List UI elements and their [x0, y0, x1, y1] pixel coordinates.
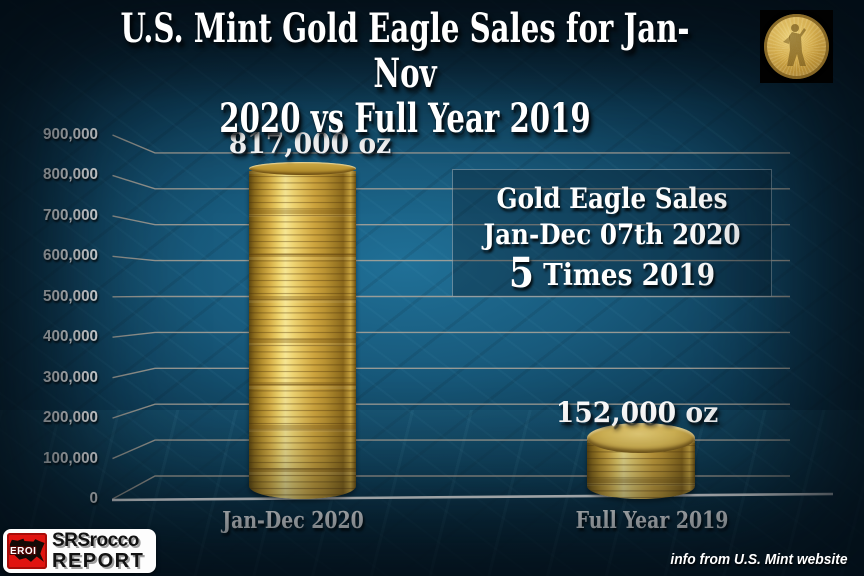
- source-note: info from U.S. Mint website: [670, 551, 848, 568]
- logo-text: SRSrocco REPORT: [52, 531, 144, 571]
- liberty-figure-icon: [783, 24, 806, 66]
- title-line-1: U.S. Mint Gold Eagle Sales for Jan-Nov: [120, 5, 690, 97]
- coin-stack-top: [249, 162, 356, 176]
- chart-title: U.S. Mint Gold Eagle Sales for Jan-Nov 20…: [109, 6, 700, 141]
- logo-line-srsrocco: SRSrocco: [52, 530, 139, 551]
- title-line-2: 2020 vs Full Year 2019: [219, 95, 591, 142]
- x-category-label: Full Year 2019: [575, 507, 729, 534]
- x-category-label: Jan-Dec 2020: [222, 507, 364, 534]
- eroi-label: EROI: [10, 546, 37, 557]
- coin-icon: [764, 14, 829, 79]
- srsrocco-report-logo: EROI SRSrocco REPORT: [3, 529, 156, 573]
- coin-stack: [249, 170, 356, 499]
- bar-value-label: 152,000 oz: [555, 395, 719, 429]
- eroi-badge: EROI: [7, 533, 47, 569]
- bar-jan-dec-2020: [249, 162, 356, 499]
- logo-line-report: REPORT: [52, 550, 145, 572]
- bar-full-year-2019: [587, 422, 695, 499]
- gold-eagle-coin-photo: [760, 10, 833, 83]
